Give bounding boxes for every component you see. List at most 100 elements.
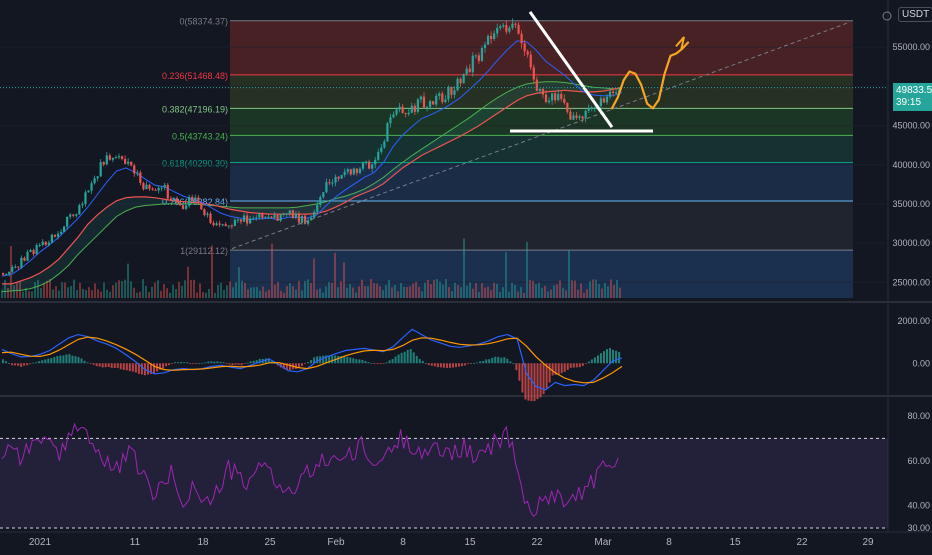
candle-body (5, 274, 8, 276)
macd-histogram-bar (485, 359, 488, 364)
volume-bar (487, 286, 489, 298)
macd-histogram-bar (189, 363, 192, 365)
macd-histogram-bar (497, 356, 500, 364)
macd-histogram-bar (406, 350, 409, 364)
candle-body (303, 215, 307, 224)
macd-histogram-bar (213, 361, 216, 364)
candle-body (66, 216, 69, 227)
macd-histogram-bar (237, 363, 240, 365)
volume-bar (334, 252, 336, 298)
candle-body (264, 216, 267, 218)
macd-histogram-bar (433, 363, 436, 367)
volume-bar (493, 282, 495, 298)
macd-tick-label: 2000.00 (897, 316, 930, 326)
candle-body (172, 198, 175, 201)
macd-histogram-bar (584, 363, 587, 365)
candle-body (130, 161, 133, 166)
macd-histogram-bar (533, 363, 536, 402)
volume-bar (364, 286, 366, 298)
volume-bar (250, 287, 252, 298)
macd-histogram-bar (373, 363, 376, 365)
volume-bar (598, 283, 600, 298)
candle-body (538, 88, 541, 91)
fib-zone (230, 200, 853, 251)
volume-bar (409, 286, 411, 298)
candle-body (547, 100, 551, 103)
macd-histogram-bar (104, 363, 107, 368)
macd-histogram-bar (294, 363, 297, 369)
macd-histogram-bar (249, 361, 252, 364)
macd-histogram-bar (146, 363, 149, 375)
candle-body (111, 157, 114, 160)
volume-bar (307, 279, 309, 298)
volume-bar (82, 288, 84, 298)
volume-bar (94, 283, 96, 298)
candle-body (151, 188, 154, 190)
macd-histogram-bar (186, 362, 189, 364)
volume-bar (568, 250, 570, 298)
macd-histogram-bar (180, 361, 183, 364)
macd-histogram-bar (204, 362, 207, 364)
macd-histogram-bar (20, 363, 23, 367)
candle-body (212, 222, 215, 226)
macd-histogram-bar (71, 355, 74, 364)
macd-histogram-bar (219, 361, 222, 364)
candle-body (587, 107, 590, 111)
time-axis-label: 8 (400, 537, 406, 548)
candle-body (480, 48, 484, 61)
volume-bar (580, 283, 582, 298)
candle-body (310, 217, 313, 221)
volume-bar (433, 279, 435, 298)
volume-bar (592, 279, 594, 298)
candle-body (499, 26, 502, 28)
candle-body (160, 187, 163, 189)
macd-histogram-bar (412, 352, 415, 364)
macd-histogram-bar (140, 363, 143, 375)
volume-bar (451, 291, 453, 298)
macd-histogram-bar (153, 363, 155, 374)
macd-tick-label: 0.00 (912, 358, 930, 368)
macd-signal-line (1, 336, 623, 384)
macd-histogram-bar (609, 348, 612, 364)
volume-bar (43, 283, 45, 298)
candle-body (584, 110, 587, 119)
candle-body (38, 244, 41, 246)
candle-body (108, 155, 111, 160)
time-axis-label: 15 (729, 537, 741, 548)
candle-body (447, 86, 450, 100)
candle-body (401, 106, 404, 113)
volume-bar (73, 279, 75, 298)
candle-body (93, 178, 96, 184)
candle-body (465, 68, 468, 75)
candle-body (566, 102, 569, 112)
macd-histogram-bar (68, 354, 71, 364)
macd-histogram-bar (615, 350, 618, 364)
candle-body (441, 93, 444, 103)
currency-badge[interactable]: USDT (898, 7, 932, 22)
macd-histogram-bar (134, 363, 137, 373)
macd-histogram-bar (503, 357, 506, 364)
candle-body (541, 88, 545, 95)
ma-line-fast (1, 40, 623, 277)
volume-bar (205, 292, 207, 298)
price-tick-label: 25000.00 (892, 277, 930, 287)
candle-body (181, 205, 185, 209)
macd-histogram-bar (59, 355, 62, 364)
macd-histogram-bar (557, 363, 560, 375)
candle-body (294, 213, 297, 218)
volume-bar (229, 281, 231, 298)
macd-histogram-bar (391, 359, 394, 364)
macd-histogram-bar (572, 363, 575, 368)
volume-bar (49, 279, 51, 298)
macd-histogram-bar (195, 363, 198, 365)
volume-bar (517, 291, 519, 298)
candle-body (343, 171, 346, 175)
volume-bar (181, 285, 183, 298)
volume-bar (445, 279, 447, 298)
macd-histogram-bar (427, 363, 430, 366)
volume-bar (613, 284, 615, 298)
macd-histogram-bar (536, 363, 539, 400)
candle-body (185, 205, 188, 209)
